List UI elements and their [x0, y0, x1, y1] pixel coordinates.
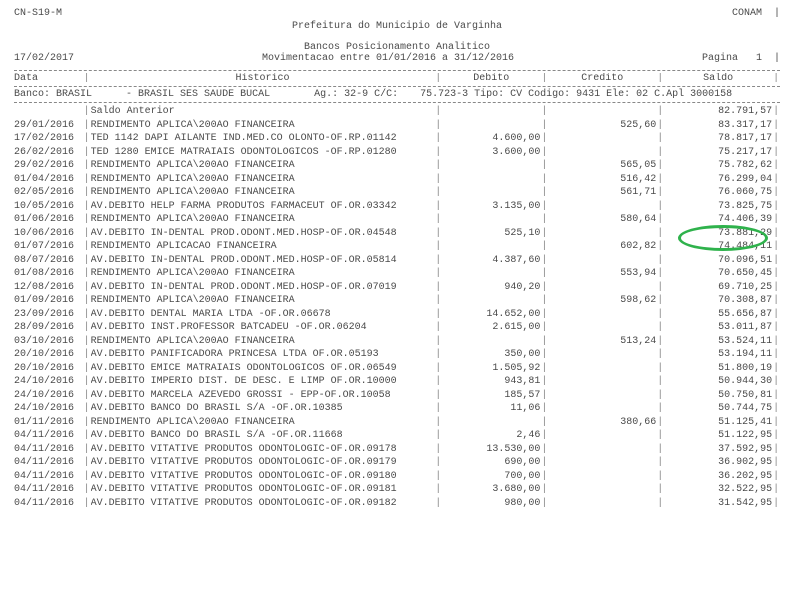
subtitle-2: Movimentacao entre 01/01/2016 a 31/12/20…: [74, 53, 702, 64]
table-row: 03/10/2016|RENDIMENTO APLICA\200AO FINAN…: [14, 335, 780, 349]
col-credit: Credito: [548, 73, 656, 84]
table-row: 29/01/2016|RENDIMENTO APLICA\200AO FINAN…: [14, 119, 780, 133]
opening-balance-row: | Saldo Anterior| | | 82.791,57|: [14, 105, 780, 119]
col-saldo: Saldo: [664, 73, 772, 84]
table-row: 02/05/2016|RENDIMENTO APLICA\200AO FINAN…: [14, 186, 780, 200]
table-row: 01/09/2016|RENDIMENTO APLICA\200AO FINAN…: [14, 294, 780, 308]
bank-info-line: Banco: BRASIL - BRASIL SES SAUDE BUCAL A…: [14, 87, 780, 103]
col-debit: Debito: [442, 73, 540, 84]
table-row: 04/11/2016|AV.DEBITO VITATIVE PRODUTOS O…: [14, 443, 780, 457]
table-row: 24/10/2016|AV.DEBITO IMPERIO DIST. DE DE…: [14, 375, 780, 389]
subtitle-1: Bancos Posicionamento Analitico: [14, 42, 780, 53]
report-date: 17/02/2017: [14, 53, 74, 64]
header-top-row: CN-S19-M CONAM |: [14, 8, 780, 19]
table-row: 12/08/2016|AV.DEBITO IN-DENTAL PROD.ODON…: [14, 281, 780, 295]
table-row: 20/10/2016|AV.DEBITO EMICE MATRAIAIS ODO…: [14, 362, 780, 376]
table-row: 23/09/2016|AV.DEBITO DENTAL MARIA LTDA -…: [14, 308, 780, 322]
table-row: 24/10/2016|AV.DEBITO BANCO DO BRASIL S/A…: [14, 402, 780, 416]
table-row: 20/10/2016|AV.DEBITO PANIFICADORA PRINCE…: [14, 348, 780, 362]
table-row: 01/04/2016|RENDIMENTO APLICA\200AO FINAN…: [14, 173, 780, 187]
table-row: 26/02/2016|TED 1280 EMICE MATRAIAIS ODON…: [14, 146, 780, 160]
table-row: 10/06/2016|AV.DEBITO IN-DENTAL PROD.ODON…: [14, 227, 780, 241]
table-row: 29/02/2016|RENDIMENTO APLICA\200AO FINAN…: [14, 159, 780, 173]
table-row: 01/11/2016|RENDIMENTO APLICA\200AO FINAN…: [14, 416, 780, 430]
table-row: 04/11/2016|AV.DEBITO VITATIVE PRODUTOS O…: [14, 456, 780, 470]
transaction-rows: | Saldo Anterior| | | 82.791,57| 29/01/2…: [14, 105, 780, 510]
report-page: CN-S19-M CONAM | Prefeitura do Municipio…: [0, 0, 794, 518]
column-headers: Data | Historico | Debito | Credito | Sa…: [14, 70, 780, 87]
table-row: 08/07/2016|AV.DEBITO IN-DENTAL PROD.ODON…: [14, 254, 780, 268]
table-row: 01/08/2016|RENDIMENTO APLICA\200AO FINAN…: [14, 267, 780, 281]
col-date: Data: [14, 73, 83, 84]
table-row: 04/11/2016|AV.DEBITO VITATIVE PRODUTOS O…: [14, 497, 780, 511]
table-row: 17/02/2016|TED 1142 DAPI AILANTE IND.MED…: [14, 132, 780, 146]
table-row: 24/10/2016|AV.DEBITO MARCELA AZEVEDO GRO…: [14, 389, 780, 403]
header-meta-row: 17/02/2017 Movimentacao entre 01/01/2016…: [14, 53, 780, 64]
page-indicator: Pagina 1 |: [702, 53, 780, 64]
company-code: CONAM |: [732, 8, 780, 19]
page-title: Prefeitura do Municipio de Varginha: [14, 21, 780, 32]
system-code: CN-S19-M: [14, 8, 62, 19]
table-row: 10/05/2016|AV.DEBITO HELP FARMA PRODUTOS…: [14, 200, 780, 214]
table-row: 28/09/2016|AV.DEBITO INST.PROFESSOR BATC…: [14, 321, 780, 335]
table-row: 04/11/2016|AV.DEBITO VITATIVE PRODUTOS O…: [14, 470, 780, 484]
table-row: 01/06/2016|RENDIMENTO APLICA\200AO FINAN…: [14, 213, 780, 227]
table-row: 01/07/2016|RENDIMENTO APLICACAO FINANCEI…: [14, 240, 780, 254]
table-row: 04/11/2016|AV.DEBITO VITATIVE PRODUTOS O…: [14, 483, 780, 497]
col-hist: Historico: [91, 73, 435, 84]
table-row: 04/11/2016|AV.DEBITO BANCO DO BRASIL S/A…: [14, 429, 780, 443]
